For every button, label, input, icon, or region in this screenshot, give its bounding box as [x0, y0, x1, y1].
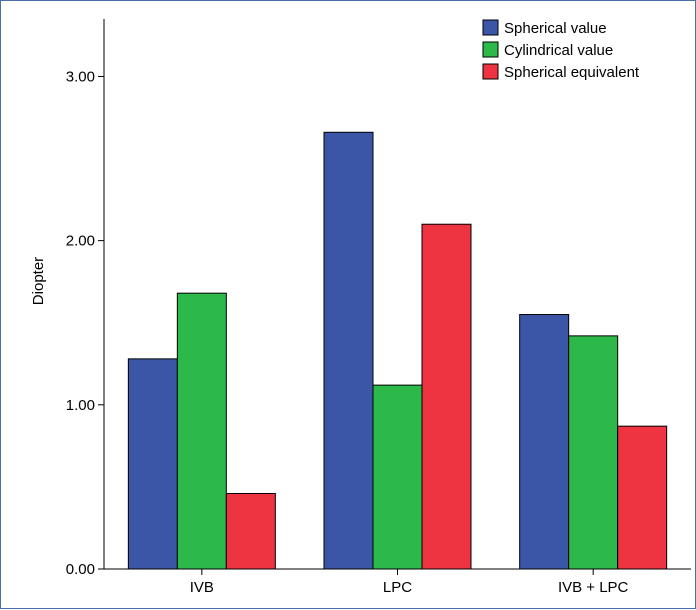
y-ticks: 0.00 1.00 2.00 3.00 — [66, 68, 104, 578]
legend: Spherical value Cylindrical value Spherica… — [482, 19, 640, 81]
legend-label: Cylindrical value — [504, 42, 613, 59]
y-tick-label: 2.00 — [66, 233, 95, 250]
bar-ivb-spherical-value — [127, 358, 178, 570]
x-tick-label: LPC — [383, 579, 412, 596]
x-tick-label: IVB + LPC — [558, 579, 629, 596]
legend-label: Spherical equivalent — [504, 64, 640, 81]
y-tick-label: 3.00 — [66, 68, 95, 85]
bar-lpc-spherical-equivalent — [421, 223, 472, 570]
legend-label: Spherical value — [504, 20, 607, 37]
y-tick-label: 1.00 — [66, 397, 95, 414]
x-ticks: IVB LPC IVB + LPC — [190, 569, 629, 596]
legend-swatch — [482, 41, 499, 58]
bar-lpc-spherical-value — [323, 131, 374, 570]
legend-swatch — [482, 63, 499, 80]
bar-ivb-cylindrical-value — [176, 292, 227, 570]
bar-ivb-spherical-equivalent — [225, 492, 276, 570]
y-axis-title: Diopter — [30, 257, 47, 305]
legend-swatch — [482, 19, 499, 36]
y-tick-label: 0.00 — [66, 561, 95, 578]
x-tick-label: IVB — [190, 579, 214, 596]
bar-ivb-lpc-cylindrical-value — [568, 335, 619, 570]
bar-ivb-lpc-spherical-value — [519, 314, 570, 570]
bars — [127, 131, 668, 570]
bar-ivb-lpc-spherical-equivalent — [617, 425, 668, 570]
bar-lpc-cylindrical-value — [372, 384, 423, 570]
